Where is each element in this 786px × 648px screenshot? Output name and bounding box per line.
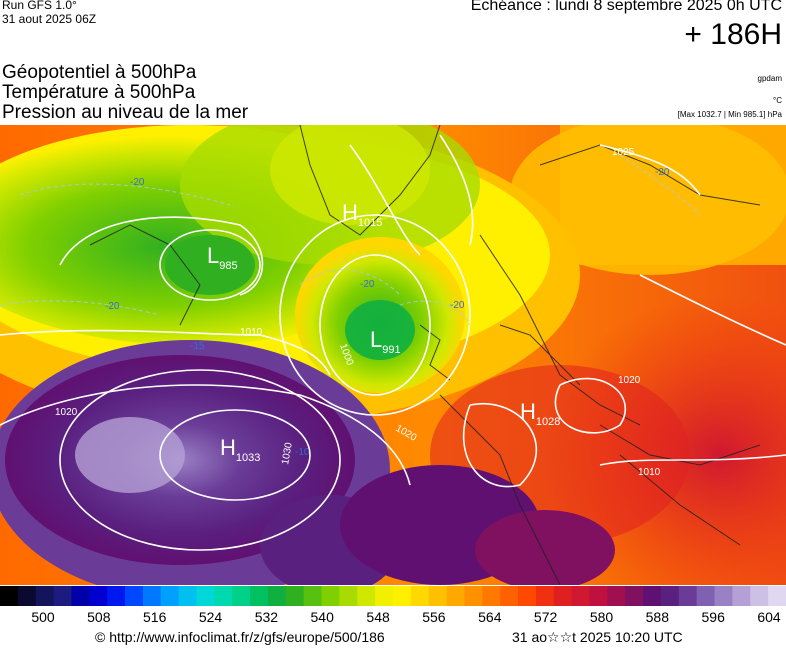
colorbar-swatch [196, 586, 215, 606]
field-temperature: Température à 500hPa [2, 82, 196, 103]
colorbar-swatch [696, 586, 716, 606]
isobar-label: 1010 [240, 327, 263, 338]
colorbar-tick-label: 548 [366, 609, 390, 625]
colorbar-swatch [678, 586, 698, 606]
colorbar-swatch [482, 586, 501, 606]
colorbar-swatch [625, 586, 644, 606]
colorbar-swatch [553, 586, 573, 606]
colorbar-tick-label: 524 [198, 609, 223, 625]
colorbar-swatch [571, 586, 591, 606]
lead-time: + 186H [684, 18, 782, 51]
colorbar-tick-label: 508 [87, 609, 111, 625]
colorbar-swatch [589, 586, 608, 606]
colorbar-swatch [0, 586, 19, 606]
colorbar-swatch [643, 586, 662, 606]
colorbar-swatch [17, 586, 37, 606]
colorbar-swatch [232, 586, 251, 606]
colorbar-swatch [107, 586, 126, 606]
colorbar-swatch [535, 586, 555, 606]
colorbar-swatch [464, 586, 483, 606]
colorbar-tick-label: 596 [701, 609, 725, 625]
colorbar-swatch [303, 586, 323, 606]
valid-time: Echéance : lundi 8 septembre 2025 0h UTC [470, 0, 782, 14]
colorbar-swatch [142, 586, 162, 606]
colorbar [0, 586, 786, 606]
temperature-label: -20 [655, 167, 670, 178]
temperature-label: -20 [130, 177, 145, 188]
isobar-label: 1020 [55, 407, 78, 418]
colorbar-tick-label: 588 [645, 609, 669, 625]
colorbar-tick-label: 500 [31, 609, 55, 625]
temperature-label: -20 [360, 279, 375, 290]
colorbar-swatch [178, 586, 198, 606]
colorbar-swatch [375, 586, 394, 606]
footer-source: © http://www.infoclimat.fr/z/gfs/europe/… [95, 629, 385, 645]
isobar-label: 1010 [638, 467, 661, 478]
colorbar-tick-label: 564 [478, 609, 502, 625]
colorbar-swatch [714, 586, 734, 606]
colorbar-tick-label: 540 [310, 609, 334, 625]
colorbar-swatch [285, 586, 305, 606]
pressure-range: [Max 1032.7 | Min 985.1] hPa [677, 110, 782, 119]
colorbar-swatch [339, 586, 358, 606]
colorbar-swatch [500, 586, 519, 606]
run-date: 31 aout 2025 06Z [2, 12, 97, 26]
isobar-label: 1030 [280, 441, 295, 465]
unit-geopotential: gpdam [757, 74, 782, 83]
temperature-label: -15 [190, 341, 205, 352]
colorbar-swatch [89, 586, 108, 606]
colorbar-swatch [53, 586, 73, 606]
colorbar-swatch [35, 586, 55, 606]
temperature-label: -20 [105, 301, 120, 312]
colorbar-swatch [446, 586, 466, 606]
colorbar-swatch [214, 586, 233, 606]
colorbar-swatch [428, 586, 448, 606]
field-pressure: Pression au niveau de la mer [2, 102, 249, 123]
colorbar-swatch [768, 586, 786, 606]
colorbar-tick-label: 556 [422, 609, 446, 625]
colorbar-swatch [393, 586, 412, 606]
colorbar-tick-label: 580 [589, 609, 614, 625]
colorbar-swatch [732, 586, 751, 606]
isobar-label: 1020 [618, 375, 641, 386]
run-label: Run GFS 1.0° [2, 0, 77, 12]
colorbar-swatch [321, 586, 341, 606]
unit-temperature: °C [773, 96, 782, 105]
colorbar-swatch [71, 586, 90, 606]
colorbar-swatch [357, 586, 376, 606]
colorbar-swatch [518, 586, 537, 606]
colorbar-swatch [160, 586, 180, 606]
colorbar-tick-label: 604 [757, 609, 781, 625]
colorbar-swatch [607, 586, 626, 606]
colorbar-swatch [750, 586, 769, 606]
temperature-label: -10 [295, 447, 310, 458]
temperature-label: -20 [450, 300, 465, 311]
field-geopotential: Géopotentiel à 500hPa [2, 62, 197, 83]
colorbar-tick-label: 516 [143, 609, 167, 625]
colorbar-swatch [267, 586, 287, 606]
colorbar-swatch [250, 586, 269, 606]
weather-map: L985 L991 H1033 H1028 H1015 1010 1020 10… [0, 125, 786, 585]
colorbar-tick-label: 532 [254, 609, 279, 625]
footer-generated: 31 ao☆☆t 2025 10:20 UTC [512, 629, 683, 645]
colorbar-swatch [125, 586, 144, 606]
colorbar-tick-label: 572 [533, 609, 558, 625]
colorbar-swatch [410, 586, 430, 606]
isobar-label: 1025 [612, 147, 635, 158]
colorbar-swatch [660, 586, 680, 606]
